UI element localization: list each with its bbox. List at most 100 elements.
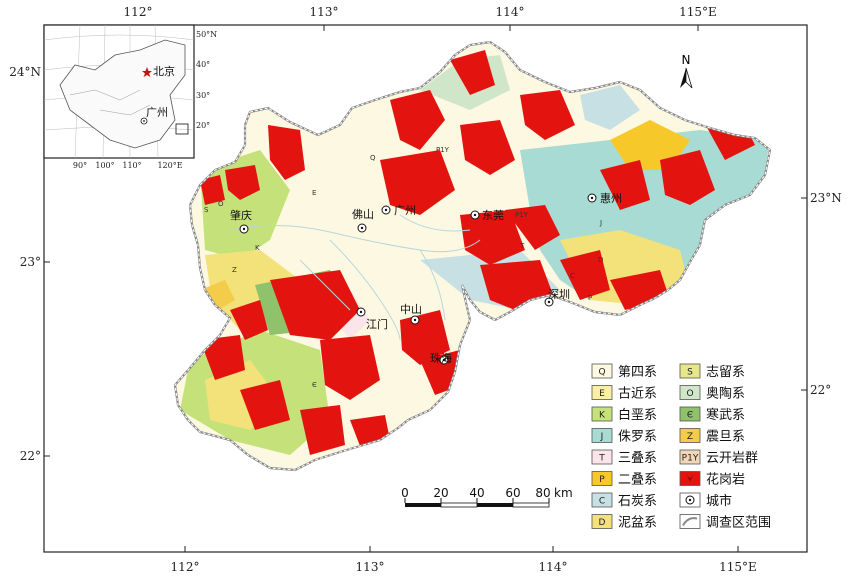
legend-swatch bbox=[591, 363, 613, 379]
city-zhuhai: 珠海 bbox=[430, 351, 452, 365]
formation-code: K bbox=[255, 244, 260, 252]
legend-item: O 奥陶系 bbox=[679, 385, 745, 402]
top-tick-label: 115°E bbox=[679, 5, 717, 19]
legend-item: 城市 bbox=[679, 492, 732, 509]
city-label: 广州 bbox=[394, 204, 416, 217]
legend-code: K bbox=[599, 411, 606, 421]
formation-code: E bbox=[312, 189, 316, 197]
legend-label: 云开岩群 bbox=[706, 451, 758, 466]
scale-bar: 0 20 40 60 80 km bbox=[401, 486, 573, 508]
city-label: 珠海 bbox=[430, 351, 452, 365]
legend-swatch bbox=[591, 514, 613, 529]
legend-item: P1Y 云开岩群 bbox=[679, 449, 758, 466]
legend: Q 第四系 E 古近系 K 白垩系 J 侏罗系 T 三叠系 P 二叠系 C 石炭系 D 泥盆系 S 志留系 O 奥陶系… bbox=[591, 363, 771, 531]
legend-item: P 二叠系 bbox=[591, 471, 657, 488]
legend-swatch bbox=[591, 406, 613, 422]
legend-item: 调查区范围 bbox=[679, 514, 771, 531]
scale-tick-label: 60 bbox=[505, 486, 520, 500]
bottom-tick-label: 114° bbox=[539, 560, 568, 574]
legend-label: 第四系 bbox=[618, 365, 657, 380]
legend-swatch bbox=[679, 363, 701, 379]
bottom-tick-label: 112° bbox=[171, 560, 200, 574]
city-zhongshan: 中山 bbox=[400, 303, 422, 325]
formation-code: D bbox=[598, 256, 603, 264]
star-icon bbox=[142, 67, 152, 77]
inset-lon-label: 120°E bbox=[157, 161, 182, 170]
city-zhaoqing: 肇庆 bbox=[230, 208, 252, 234]
legend-item: S 志留系 bbox=[679, 363, 745, 380]
scale-tick-label: 40 bbox=[469, 486, 484, 500]
inset-city-label: 广州 bbox=[146, 106, 168, 119]
inset-lat-label: 20° bbox=[196, 121, 210, 130]
legend-code: T bbox=[598, 454, 605, 464]
formation-code: J bbox=[599, 219, 602, 227]
legend-code: Q bbox=[598, 368, 605, 378]
legend-swatch bbox=[591, 471, 613, 486]
legend-label: 石炭系 bbox=[618, 494, 657, 509]
city-jiangmen: 江门 bbox=[356, 307, 388, 331]
scale-tick-label: 80 bbox=[535, 486, 550, 500]
granite-areas bbox=[200, 50, 755, 455]
city-label: 深圳 bbox=[548, 288, 570, 301]
formation-code: P bbox=[588, 294, 592, 302]
legend-swatch bbox=[591, 492, 613, 508]
city-label: 肇庆 bbox=[230, 208, 252, 222]
formation-code: O bbox=[218, 200, 224, 208]
legend-label: 震旦系 bbox=[706, 430, 745, 445]
top-tick-label: 114° bbox=[496, 5, 525, 19]
legend-code: S bbox=[687, 368, 693, 378]
granite-symbol-icon bbox=[687, 475, 693, 482]
bottom-tick-label: 113° bbox=[356, 560, 385, 574]
legend-code: E bbox=[599, 389, 605, 399]
legend-item: Q 第四系 bbox=[591, 363, 657, 380]
left-tick-label: 23° bbox=[20, 255, 41, 269]
legend-swatch bbox=[591, 385, 613, 400]
legend-code: J bbox=[600, 432, 604, 442]
inset-lon-label: 90° bbox=[73, 161, 87, 170]
city-markers: 肇庆 佛山 广州 东莞 惠州 江门 中山 珠海 bbox=[230, 191, 622, 365]
inset-lat-label: 40° bbox=[196, 60, 210, 69]
inset-map: 北京 广州 50°N 40° 30° 20° 90° 100° 110° 120… bbox=[43, 24, 217, 170]
legend-swatch bbox=[591, 449, 613, 465]
top-tick-label: 112° bbox=[124, 5, 153, 19]
formation-code: Z bbox=[232, 266, 237, 274]
legend-swatch bbox=[679, 514, 701, 529]
right-tick-label: 23°N bbox=[810, 191, 842, 205]
city-label: 江门 bbox=[366, 317, 388, 331]
city-shenzhen: 深圳 bbox=[544, 288, 570, 307]
legend-item: E 古近系 bbox=[591, 385, 657, 402]
city-label: 佛山 bbox=[352, 208, 374, 221]
scale-tick-label: 20 bbox=[433, 486, 448, 500]
city-guangzhou: 广州 bbox=[381, 204, 416, 217]
rivers bbox=[229, 214, 481, 341]
legend-item: T 三叠系 bbox=[591, 449, 657, 466]
legend-label: 志留系 bbox=[706, 365, 745, 380]
north-label: N bbox=[682, 53, 691, 67]
legend-swatch bbox=[679, 406, 701, 422]
formation-code: C bbox=[570, 272, 575, 280]
boundary-icon bbox=[682, 517, 698, 527]
legend-label: 侏罗系 bbox=[618, 430, 657, 445]
inset-lat-label: 30° bbox=[196, 91, 210, 100]
legend-code: D bbox=[599, 518, 606, 528]
formation-code: P1Y bbox=[515, 211, 529, 219]
legend-item: J 侏罗系 bbox=[591, 428, 657, 445]
formation-code: S bbox=[204, 206, 209, 214]
legend-swatch bbox=[591, 428, 613, 443]
formation-code: T bbox=[519, 242, 525, 250]
legend-item: 花岗岩 bbox=[679, 471, 745, 488]
inset-lat-label: 50°N bbox=[196, 30, 217, 39]
legend-item: C 石炭系 bbox=[591, 492, 657, 509]
legend-label: 调查区范围 bbox=[706, 516, 771, 531]
inset-lon-label: 100° bbox=[95, 161, 114, 170]
legend-item: D 泥盆系 bbox=[591, 514, 657, 531]
left-tick-label: 22° bbox=[20, 449, 41, 463]
legend-label: 三叠系 bbox=[618, 451, 657, 466]
legend-item: K 白垩系 bbox=[591, 406, 657, 423]
formation-code-labels: Q E K J T P C D S O Є Z P1Y P1Y bbox=[204, 146, 603, 389]
city-label: 东莞 bbox=[482, 209, 504, 222]
bottom-tick-label: 115°E bbox=[719, 560, 757, 574]
legend-code: P bbox=[599, 475, 605, 485]
scale-unit: km bbox=[554, 486, 573, 500]
inset-city-label: 北京 bbox=[153, 64, 175, 78]
